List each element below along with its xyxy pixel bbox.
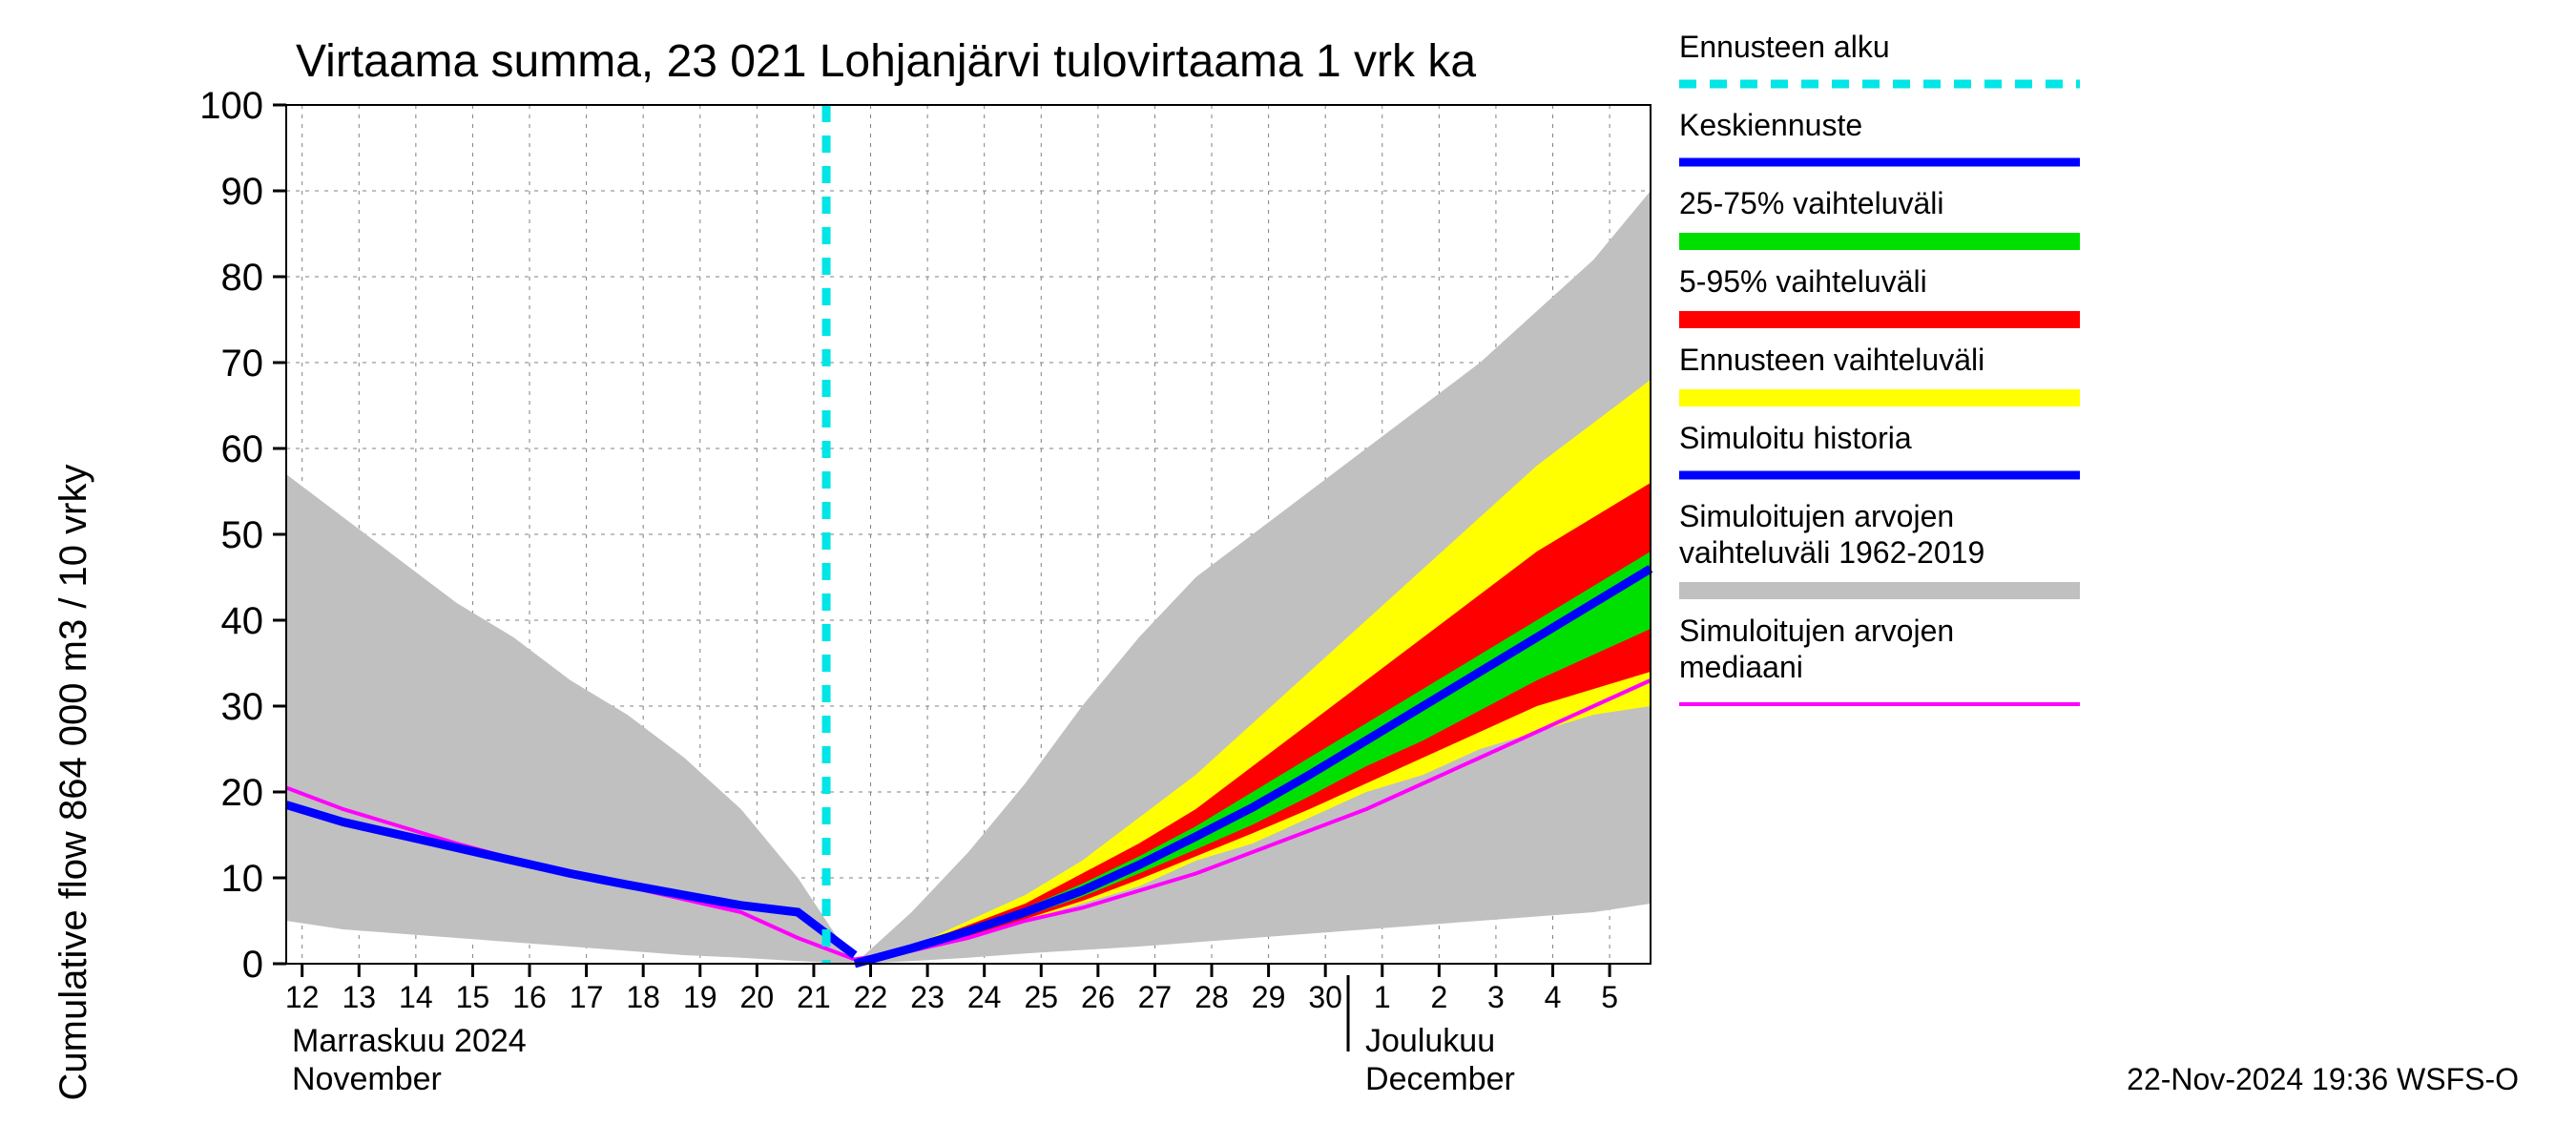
svg-text:Keskiennuste: Keskiennuste xyxy=(1679,108,1862,142)
svg-text:mediaani: mediaani xyxy=(1679,650,1803,684)
svg-text:24: 24 xyxy=(967,980,1002,1014)
svg-text:28: 28 xyxy=(1195,980,1229,1014)
svg-text:Ennusteen vaihteluväli: Ennusteen vaihteluväli xyxy=(1679,343,1984,377)
svg-text:0: 0 xyxy=(242,944,263,986)
svg-text:2: 2 xyxy=(1430,980,1447,1014)
svg-text:November: November xyxy=(292,1061,442,1097)
svg-text:19: 19 xyxy=(683,980,717,1014)
svg-text:Simuloitujen arvojen: Simuloitujen arvojen xyxy=(1679,499,1954,533)
svg-text:5: 5 xyxy=(1601,980,1618,1014)
y-axis-label: Cumulative flow 864 000 m3 / 10 vrky xyxy=(52,465,94,1101)
svg-text:17: 17 xyxy=(570,980,604,1014)
svg-text:50: 50 xyxy=(221,514,264,556)
svg-text:Joulukuu: Joulukuu xyxy=(1365,1023,1495,1059)
svg-text:1: 1 xyxy=(1374,980,1391,1014)
svg-text:Simuloitujen arvojen: Simuloitujen arvojen xyxy=(1679,614,1954,648)
svg-text:16: 16 xyxy=(512,980,547,1014)
svg-text:90: 90 xyxy=(221,171,264,213)
svg-text:25-75% vaihteluväli: 25-75% vaihteluväli xyxy=(1679,186,1944,220)
svg-text:14: 14 xyxy=(399,980,433,1014)
svg-text:30: 30 xyxy=(221,686,264,728)
svg-text:100: 100 xyxy=(199,85,263,127)
svg-text:20: 20 xyxy=(740,980,775,1014)
footer-timestamp: 22-Nov-2024 19:36 WSFS-O xyxy=(2127,1062,2519,1096)
svg-text:60: 60 xyxy=(221,428,264,470)
svg-text:3: 3 xyxy=(1487,980,1505,1014)
svg-text:13: 13 xyxy=(342,980,376,1014)
svg-text:26: 26 xyxy=(1081,980,1115,1014)
chart-container: 0102030405060708090100121314151617181920… xyxy=(0,0,2576,1145)
svg-text:12: 12 xyxy=(285,980,320,1014)
svg-text:20: 20 xyxy=(221,772,264,814)
svg-text:25: 25 xyxy=(1024,980,1058,1014)
svg-text:5-95% vaihteluväli: 5-95% vaihteluväli xyxy=(1679,264,1927,299)
svg-text:18: 18 xyxy=(626,980,660,1014)
svg-text:15: 15 xyxy=(456,980,490,1014)
svg-text:Ennusteen alku: Ennusteen alku xyxy=(1679,30,1890,64)
svg-text:30: 30 xyxy=(1308,980,1342,1014)
chart-svg: 0102030405060708090100121314151617181920… xyxy=(0,0,2576,1145)
svg-text:80: 80 xyxy=(221,257,264,299)
svg-text:10: 10 xyxy=(221,858,264,900)
svg-text:Marraskuu 2024: Marraskuu 2024 xyxy=(292,1023,527,1059)
svg-text:70: 70 xyxy=(221,343,264,385)
svg-text:40: 40 xyxy=(221,600,264,642)
svg-text:29: 29 xyxy=(1252,980,1286,1014)
svg-text:22: 22 xyxy=(854,980,888,1014)
svg-text:4: 4 xyxy=(1545,980,1562,1014)
svg-text:21: 21 xyxy=(797,980,831,1014)
svg-text:Simuloitu historia: Simuloitu historia xyxy=(1679,421,1912,455)
svg-text:December: December xyxy=(1365,1061,1515,1097)
svg-text:23: 23 xyxy=(910,980,945,1014)
svg-text:vaihteluväli 1962-2019: vaihteluväli 1962-2019 xyxy=(1679,535,1984,570)
chart-title: Virtaama summa, 23 021 Lohjanjärvi tulov… xyxy=(296,36,1476,87)
svg-text:27: 27 xyxy=(1138,980,1173,1014)
